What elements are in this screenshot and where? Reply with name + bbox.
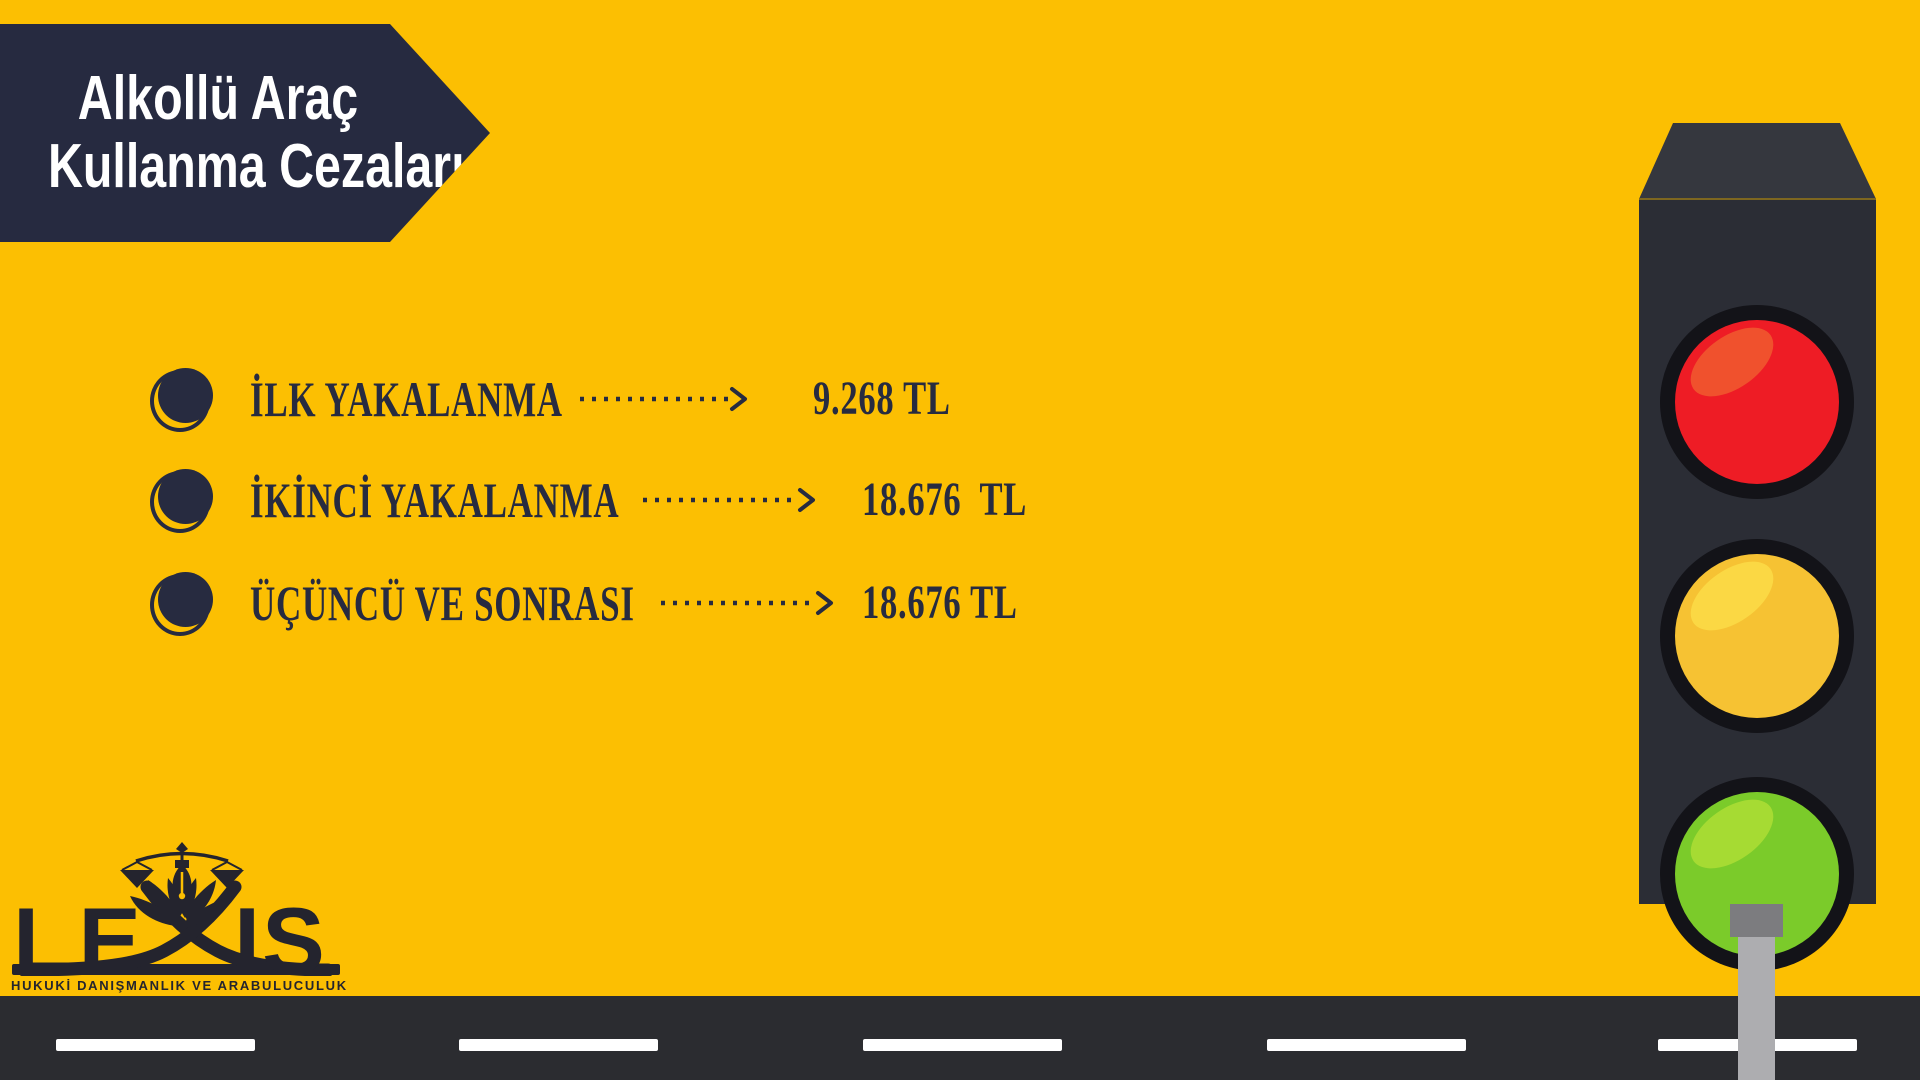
traffic-light-illustration: [1639, 123, 1876, 1080]
scales-of-justice-icon: [120, 842, 244, 888]
lexis-logo-mark: LE IS: [12, 842, 340, 976]
traffic-light-body: [1639, 198, 1876, 971]
penalty-amount: 18.676 TL: [862, 473, 1028, 526]
amber-light-icon: [1675, 554, 1839, 718]
logo-letters-le: LE: [13, 888, 149, 976]
penalty-amount: 9.268 TL: [813, 372, 951, 425]
logo-letters-is: IS: [234, 888, 327, 976]
lamp-highlight: [1678, 792, 1786, 883]
title-banner: Alkollü Araç Kullanma Cezaları: [0, 24, 490, 242]
logo-tagline: HUKUKİ DANIŞMANLIK VE ARABULUCULUK: [11, 978, 348, 993]
penalty-amount: 18.676 TL: [862, 576, 1018, 629]
road-lane-dash: [459, 1039, 658, 1051]
crescent-bullet-icon: [150, 572, 214, 636]
crescent-bullet-icon: [150, 469, 214, 533]
crescent-disc: [158, 469, 213, 524]
crescent-bullet-icon: [150, 368, 214, 432]
pen-nib-icon: [172, 864, 192, 908]
green-light-socket: [1660, 777, 1854, 971]
crescent-disc: [158, 368, 213, 423]
penalty-label: İLK YAKALANMA: [250, 371, 563, 427]
lexis-logo: LE IS HUKUKİ DANIŞMANLIK VE ARABULUCULUK: [10, 842, 348, 1004]
lamp-highlight: [1678, 554, 1786, 645]
crescent-disc: [158, 572, 213, 627]
amber-light-socket: [1660, 539, 1854, 733]
laurel-wings-icon: [130, 878, 234, 926]
traffic-light-collar: [1730, 904, 1783, 937]
road-lane-dash: [56, 1039, 255, 1051]
traffic-light-pole: [1738, 937, 1775, 1080]
road-lane-dash: [863, 1039, 1062, 1051]
road-lane-dash: [1267, 1039, 1466, 1051]
penalty-label: ÜÇÜNCÜ VE SONRASI: [250, 575, 635, 631]
lamp-highlight: [1678, 320, 1786, 411]
red-light-icon: [1675, 320, 1839, 484]
dotted-arrow-icon: [643, 488, 815, 512]
page-title: Alkollü Araç Kullanma Cezaları: [47, 64, 465, 201]
dotted-arrow-icon: [580, 387, 747, 411]
title-line-1: Alkollü Araç: [77, 64, 359, 133]
penalty-label: İKİNCİ YAKALANMA: [250, 472, 620, 528]
road: [0, 996, 1920, 1080]
penalty-row-second-offense: İKİNCİ YAKALANMA 18.676 TL: [0, 468, 1200, 533]
traffic-light-cap: [1639, 123, 1876, 199]
dotted-arrow-icon: [661, 591, 833, 615]
red-light-socket: [1660, 305, 1854, 499]
title-line-2: Kullanma Cezaları: [47, 132, 465, 201]
penalty-row-first-offense: İLK YAKALANMA 9.268 TL: [0, 367, 1200, 432]
penalty-row-third-offense: ÜÇÜNCÜ VE SONRASI 18.676 TL: [0, 571, 1200, 636]
